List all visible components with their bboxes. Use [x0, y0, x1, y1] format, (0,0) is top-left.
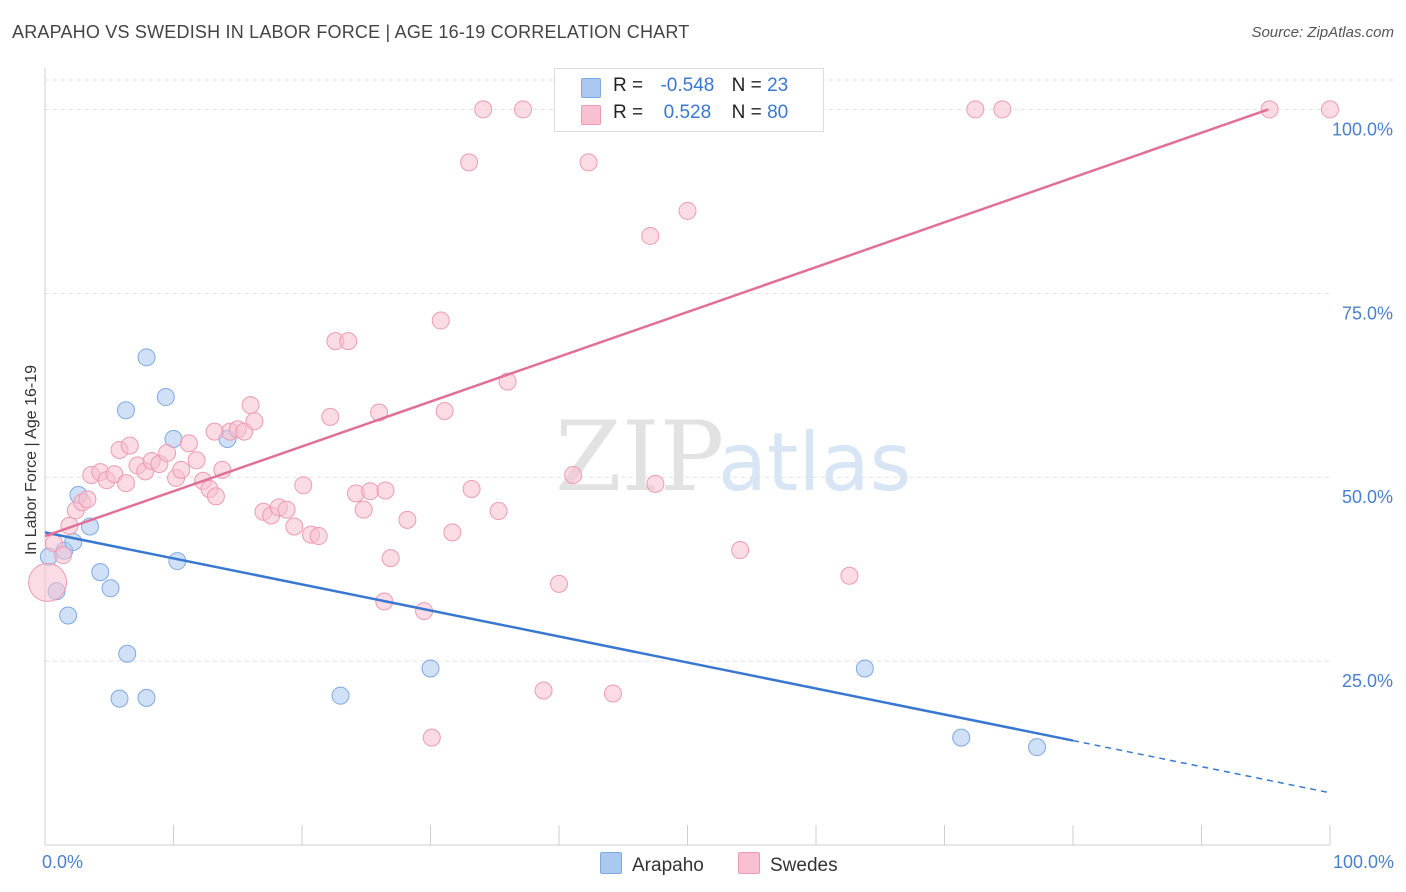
- y-tick-label: 75.0%: [1342, 303, 1393, 323]
- source-label: Source: ZipAtlas.com: [1251, 24, 1394, 41]
- point-swedes: [462, 479, 481, 498]
- point-arapaho: [952, 728, 971, 747]
- point-swedes: [422, 728, 441, 747]
- point-arapaho: [156, 388, 175, 407]
- point-swedes: [731, 541, 750, 560]
- point-swedes: [550, 574, 568, 593]
- point-swedes: [277, 500, 296, 519]
- trendline-arapaho: [44, 531, 1074, 742]
- point-arapaho: [116, 401, 135, 420]
- point-arapaho: [137, 688, 156, 707]
- point-arapaho: [118, 644, 137, 663]
- point-swedes: [241, 396, 260, 415]
- legend-r-label: R =: [613, 75, 644, 96]
- point-swedes: [361, 482, 380, 501]
- bottom-legend-swatch-arapaho: [600, 852, 622, 874]
- x-tick-label-min: 0.0%: [42, 852, 84, 872]
- watermark-zip: ZIP: [555, 401, 724, 513]
- point-swedes: [678, 201, 697, 220]
- point-swedes: [53, 546, 72, 565]
- legend-n-value: 80: [767, 102, 789, 123]
- point-swedes: [514, 100, 533, 119]
- point-swedes: [120, 436, 139, 455]
- y-tick-label: 25.0%: [1342, 671, 1393, 691]
- point-swedes: [646, 474, 665, 493]
- trendline-extension-arapaho: [1072, 739, 1331, 794]
- point-swedes: [28, 562, 68, 602]
- point-arapaho: [421, 659, 440, 678]
- y-tick-label: 100.0%: [1332, 119, 1393, 139]
- bottom-legend-arapaho[interactable]: Arapaho: [600, 852, 704, 877]
- legend-n-label: N =: [731, 102, 762, 123]
- legend-n-label: N =: [731, 75, 762, 96]
- point-swedes: [116, 474, 135, 493]
- legend-r-label: R =: [613, 102, 644, 123]
- point-arapaho: [1028, 738, 1047, 757]
- point-swedes: [245, 412, 264, 431]
- point-arapaho: [137, 348, 156, 367]
- point-swedes: [474, 100, 493, 119]
- bottom-legend-swatch-swedes: [738, 852, 760, 874]
- point-arapaho: [59, 606, 78, 625]
- point-swedes: [294, 476, 313, 495]
- point-swedes: [321, 407, 340, 426]
- point-swedes: [381, 549, 400, 568]
- point-swedes: [966, 100, 985, 119]
- point-swedes: [370, 403, 389, 422]
- point-swedes: [489, 502, 508, 521]
- point-swedes: [1321, 100, 1339, 119]
- point-arapaho: [101, 579, 120, 598]
- bottom-legend-label-swedes: Swedes: [770, 855, 838, 876]
- point-swedes: [376, 481, 395, 500]
- legend-r-value: 0.528: [663, 102, 712, 123]
- legend-n-value: 23: [767, 75, 789, 96]
- y-axis-label: In Labor Force | Age 16-19: [23, 364, 40, 556]
- point-swedes: [172, 460, 191, 479]
- point-arapaho: [855, 659, 874, 678]
- point-arapaho: [110, 689, 129, 708]
- point-arapaho: [91, 563, 110, 582]
- point-swedes: [339, 332, 358, 351]
- point-swedes: [579, 153, 598, 172]
- point-swedes: [534, 681, 553, 700]
- point-swedes: [205, 422, 224, 441]
- point-swedes: [158, 443, 177, 462]
- stats-legend: R = -0.548 N = 23 R = 0.528 N = 80: [554, 68, 824, 132]
- point-swedes: [187, 451, 206, 470]
- bottom-legend-label-arapaho: Arapaho: [632, 855, 704, 876]
- point-swedes: [354, 500, 373, 519]
- y-tick-label: 50.0%: [1342, 487, 1393, 507]
- point-swedes: [641, 226, 660, 245]
- point-swedes: [564, 466, 583, 485]
- point-swedes: [206, 487, 225, 506]
- legend-swatch-arapaho: [581, 78, 601, 98]
- watermark-atlas: atlas: [718, 416, 911, 509]
- point-swedes: [285, 517, 304, 536]
- point-swedes: [213, 460, 232, 479]
- point-swedes: [431, 311, 450, 330]
- point-swedes: [460, 153, 479, 172]
- point-swedes: [840, 566, 859, 585]
- bottom-legend-swedes[interactable]: Swedes: [738, 852, 838, 877]
- point-swedes: [443, 523, 462, 542]
- chart-title: ARAPAHO VS SWEDISH IN LABOR FORCE | AGE …: [12, 22, 690, 42]
- point-swedes: [309, 527, 328, 546]
- legend-r-value: -0.548: [660, 75, 715, 96]
- point-swedes: [603, 684, 622, 703]
- point-swedes: [993, 100, 1012, 119]
- point-swedes: [179, 434, 198, 453]
- point-swedes: [78, 490, 97, 509]
- legend-swatch-swedes: [581, 105, 601, 125]
- point-swedes: [398, 510, 417, 529]
- point-swedes: [435, 402, 454, 421]
- point-swedes: [1260, 100, 1279, 119]
- x-tick-label-max: 100.0%: [1332, 852, 1394, 872]
- point-arapaho: [331, 686, 350, 705]
- trendline-swedes: [44, 108, 1269, 538]
